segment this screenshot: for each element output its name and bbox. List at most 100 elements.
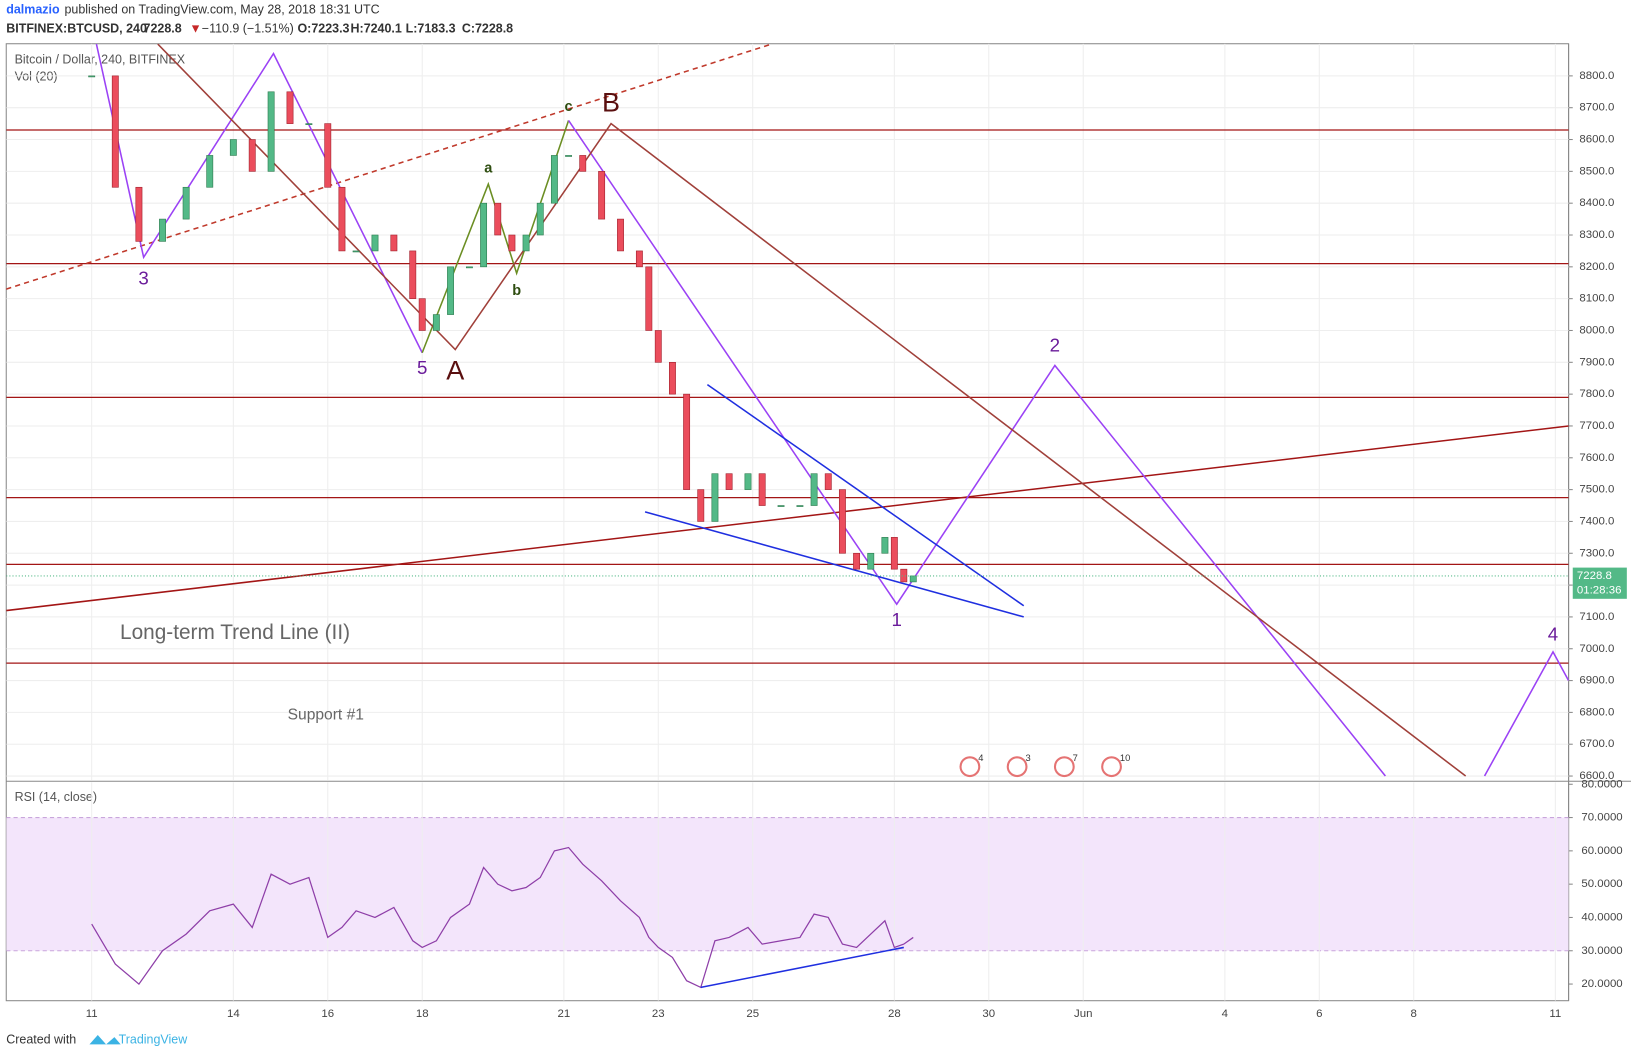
candle bbox=[683, 393, 691, 490]
candle bbox=[853, 552, 861, 570]
countdown: 01:28:36 bbox=[1577, 585, 1622, 597]
candle bbox=[494, 202, 502, 236]
y-tick-label: 7500.0 bbox=[1579, 484, 1614, 496]
y-tick-label: 7100.0 bbox=[1579, 611, 1614, 623]
main-pane: 3 5 Aa b c B 1 2 4 Long-term Trend Line (II) Suppo… bbox=[6, 43, 1569, 781]
symbol: BITFINEX:BTCUSD, 240 bbox=[6, 21, 147, 35]
arrow: ▼ bbox=[189, 21, 201, 35]
candle bbox=[432, 314, 440, 331]
event-label: 7 bbox=[1073, 753, 1078, 763]
candle bbox=[267, 91, 275, 172]
annotation: a bbox=[484, 160, 493, 176]
annotation: 1 bbox=[892, 609, 902, 630]
annotation: c bbox=[565, 99, 573, 115]
x-tick-label: 21 bbox=[557, 1008, 570, 1020]
candle bbox=[324, 123, 332, 188]
footer-created: Created with bbox=[6, 1033, 76, 1047]
rsi-title: RSI (14, close) bbox=[15, 790, 97, 804]
drawing-line bbox=[567, 119, 1387, 777]
candle bbox=[796, 505, 804, 507]
candle bbox=[881, 537, 889, 554]
y-tick-label: 8200.0 bbox=[1579, 261, 1614, 273]
open: O:7223.3 bbox=[297, 21, 349, 35]
annotation: A bbox=[446, 356, 464, 386]
high: H:7240.1 bbox=[351, 21, 402, 35]
change: −110.9 (−1.51%) bbox=[202, 21, 294, 35]
candle bbox=[867, 552, 875, 570]
candle bbox=[352, 250, 360, 253]
candle bbox=[758, 473, 766, 506]
candle bbox=[480, 202, 488, 268]
x-tick-label: 16 bbox=[321, 1008, 334, 1020]
candle bbox=[418, 298, 426, 331]
candle bbox=[697, 489, 705, 522]
candle bbox=[635, 250, 643, 268]
last: 7228.8 bbox=[144, 21, 182, 35]
y-tick-label: 30.0000 bbox=[1581, 945, 1622, 957]
candle bbox=[88, 75, 96, 78]
x-tick-label: 28 bbox=[888, 1008, 901, 1020]
y-tick-label: 8700.0 bbox=[1579, 102, 1614, 114]
annotation: 4 bbox=[1548, 624, 1558, 645]
low: L:7183.3 bbox=[406, 21, 456, 35]
drawing-line bbox=[644, 511, 1024, 618]
x-tick-label: 6 bbox=[1316, 1008, 1322, 1020]
x-tick-label: 23 bbox=[652, 1008, 665, 1020]
candle bbox=[550, 155, 558, 204]
y-tick-label: 7700.0 bbox=[1579, 420, 1614, 432]
x-tick-label: Jun bbox=[1074, 1008, 1092, 1020]
candle bbox=[390, 234, 398, 252]
x-tick-label: 11 bbox=[1549, 1008, 1561, 1020]
y-tick-label: 20.0000 bbox=[1581, 978, 1622, 990]
candle bbox=[838, 489, 846, 554]
candle bbox=[598, 171, 606, 220]
divergence-line bbox=[700, 946, 904, 989]
candle bbox=[654, 330, 662, 363]
candle bbox=[111, 75, 119, 188]
candle bbox=[371, 234, 379, 252]
candle bbox=[522, 234, 530, 252]
annotation: 2 bbox=[1050, 334, 1060, 355]
candle bbox=[206, 155, 214, 188]
published: published on TradingView.com, May 28, 20… bbox=[64, 3, 379, 17]
last-price-label: 7228.8 bbox=[1577, 570, 1612, 582]
event-label: 4 bbox=[978, 753, 983, 763]
y-tick-label: 6800.0 bbox=[1579, 706, 1614, 718]
y-tick-label: 80.0000 bbox=[1581, 778, 1622, 790]
x-tick-label: 8 bbox=[1411, 1008, 1417, 1020]
event-icon bbox=[1101, 756, 1122, 778]
candle bbox=[286, 91, 294, 124]
note: Long-term Trend Line (II) bbox=[120, 621, 350, 644]
note: Support #1 bbox=[288, 707, 364, 724]
rsi-pane bbox=[6, 782, 1569, 1001]
logo bbox=[89, 1035, 121, 1045]
y-tick-label: 8800.0 bbox=[1579, 70, 1614, 82]
event-icon bbox=[1053, 756, 1075, 778]
x-tick-label: 11 bbox=[86, 1008, 98, 1020]
candle bbox=[447, 266, 454, 315]
candle bbox=[508, 234, 516, 252]
candle bbox=[909, 575, 917, 583]
event-label: 10 bbox=[1120, 753, 1130, 763]
drawing-line bbox=[706, 383, 1025, 607]
candle bbox=[565, 155, 573, 157]
annotation: b bbox=[512, 283, 521, 299]
last-price-box bbox=[1572, 567, 1627, 599]
author: dalmazio bbox=[6, 3, 60, 17]
candle bbox=[744, 473, 752, 490]
footer-brand[interactable]: TradingView bbox=[119, 1033, 189, 1047]
x-tick-label: 25 bbox=[746, 1008, 759, 1020]
candle bbox=[409, 250, 417, 299]
candle bbox=[645, 266, 653, 331]
x-tick-label: 18 bbox=[416, 1008, 429, 1020]
y-tick-label: 7800.0 bbox=[1579, 388, 1614, 400]
y-tick-label: 50.0000 bbox=[1581, 878, 1622, 890]
drawing-line bbox=[6, 43, 772, 290]
y-tick-label: 6900.0 bbox=[1579, 675, 1614, 687]
annotation: 3 bbox=[138, 268, 148, 289]
annotation: B bbox=[602, 88, 620, 118]
y-tick-label: 7900.0 bbox=[1579, 356, 1614, 368]
candle bbox=[135, 186, 143, 242]
